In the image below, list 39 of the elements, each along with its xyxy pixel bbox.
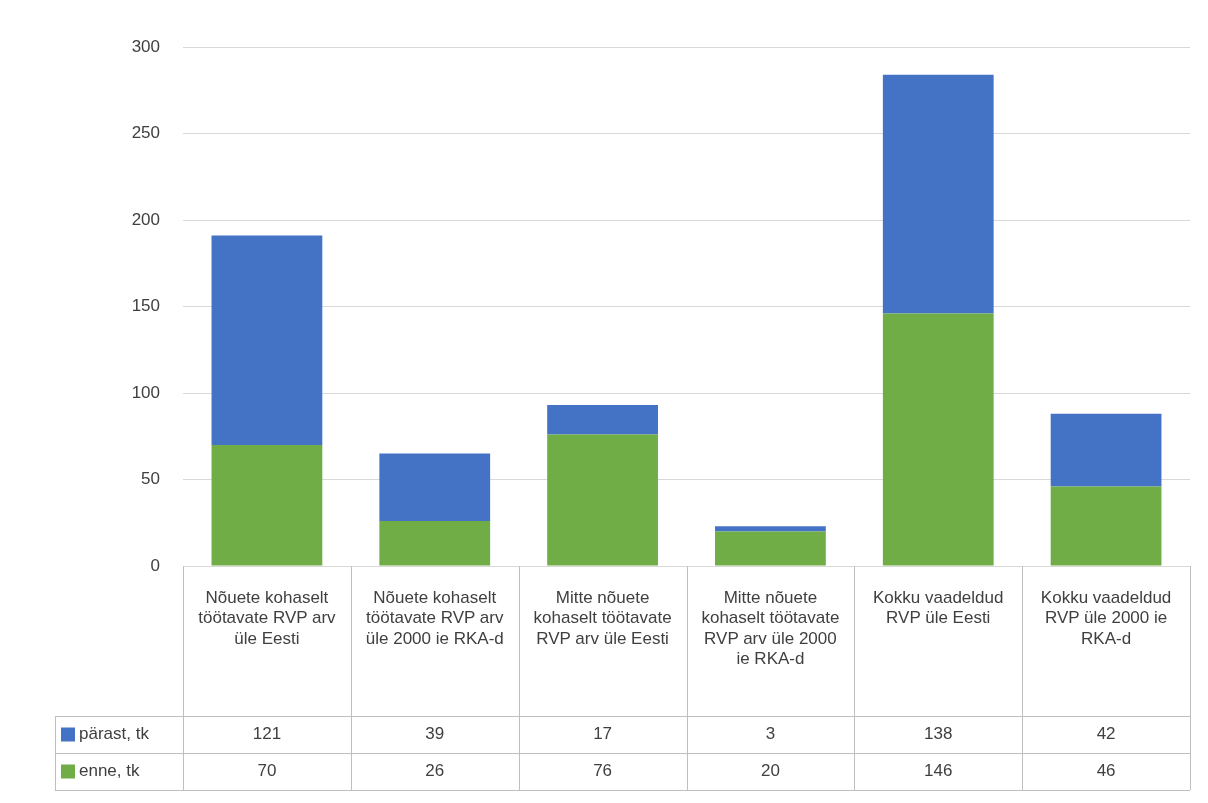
bar — [715, 531, 826, 566]
y-tick-label: 50 — [141, 469, 160, 489]
x-tick-label: Kokku vaadeldud RVP üle Eesti — [873, 587, 1004, 628]
bar — [211, 444, 323, 566]
data-label: 76 — [593, 761, 613, 781]
y-tick-label: 200 — [131, 209, 160, 229]
bar — [379, 453, 491, 522]
data-label: 42 — [1096, 724, 1116, 744]
data-label: 20 — [760, 761, 780, 781]
data-label: 46 — [1096, 761, 1116, 781]
x-tick-label: Mitte nõuete kohaselt töötavate RVP arv üle Eesti — [533, 587, 672, 648]
y-tick-label: 100 — [131, 382, 160, 402]
bar — [882, 74, 994, 314]
bar — [211, 235, 323, 445]
data-label: 26 — [425, 761, 445, 781]
bar — [1050, 486, 1162, 566]
bar — [882, 313, 994, 566]
legend-label: enne, tk — [79, 761, 140, 781]
y-tick-label: 150 — [131, 296, 160, 316]
data-label: 39 — [425, 724, 445, 744]
bar — [547, 434, 658, 566]
data-label: 70 — [257, 761, 277, 781]
data-label: 17 — [593, 724, 613, 744]
y-tick-label: 300 — [131, 36, 160, 56]
x-tick-label: Kokku vaadeldud RVP üle 2000 ie RKA-d — [1040, 587, 1172, 648]
x-tick-label: Mitte nõuete kohaselt töötavate RVP arv üle 2000 ie RKA-d — [701, 587, 840, 669]
data-label: 146 — [924, 761, 953, 781]
bar — [547, 405, 658, 435]
y-tick-label: 0 — [150, 555, 160, 575]
legend-label: pärast, tk — [79, 724, 150, 744]
data-label: 121 — [252, 724, 282, 744]
data-label: 138 — [924, 724, 953, 744]
x-tick-label: Nõuete kohaselt töötavate RVP arv üle 2000 ie RKA-d — [365, 587, 504, 648]
bar — [715, 526, 826, 532]
y-tick-label: 250 — [131, 123, 160, 143]
bar — [379, 521, 491, 566]
bar — [1050, 413, 1162, 487]
data-label: 3 — [765, 724, 776, 744]
x-tick-label: Nõuete kohaselt töötavate RVP arv üle Eesti — [198, 587, 337, 648]
